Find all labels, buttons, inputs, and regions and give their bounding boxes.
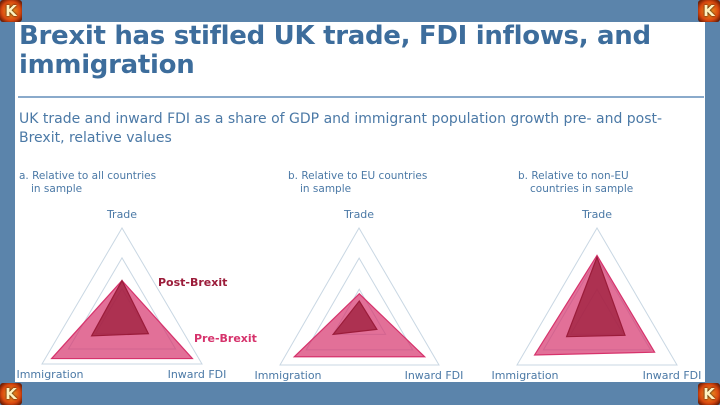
axis-label-trade: Trade: [343, 208, 374, 221]
logo-bottom-left: K: [0, 383, 22, 405]
series-post-brexit: [565, 255, 626, 338]
panel-c-title: b. Relative to non-EU countries in sample: [518, 170, 634, 195]
grid-ring: [516, 227, 678, 366]
panel-b-title: b. Relative to EU countries in sample: [288, 170, 428, 195]
series-post-brexit: [331, 300, 378, 336]
radar-chart-1: Trade Immigration Inward FDI: [254, 208, 463, 382]
axis-label-inward-fdi: Inward FDI: [643, 369, 702, 382]
axis-label-immigration: Immigration: [254, 369, 321, 382]
legend-post-brexit: Post-Brexit: [158, 276, 227, 289]
legend-pre-brexit: Pre-Brexit: [194, 332, 257, 345]
radar-chart-0: Trade Immigration Inward FDI: [16, 208, 226, 381]
axis-label-trade: Trade: [106, 208, 137, 221]
axis-label-inward-fdi: Inward FDI: [168, 368, 227, 381]
logo-top-right: K: [698, 0, 720, 22]
grid-ring: [279, 227, 440, 366]
axis-label-immigration: Immigration: [491, 369, 558, 382]
subtitle: UK trade and inward FDI as a share of GD…: [19, 111, 663, 146]
logo-top-left: K: [0, 0, 22, 22]
axis-label-trade: Trade: [581, 208, 612, 221]
logo-bottom-right: K: [698, 383, 720, 405]
radar-chart-2: Trade Immigration Inward FDI: [491, 208, 701, 382]
panel-a-title: a. Relative to all countries in sample: [19, 170, 157, 195]
axis-label-immigration: Immigration: [16, 368, 83, 381]
grid-ring: [41, 227, 203, 365]
page-title: Brexit has stifled UK trade, FDI inflows…: [19, 21, 651, 81]
axis-label-inward-fdi: Inward FDI: [405, 369, 464, 382]
series-post-brexit: [90, 279, 150, 337]
divider: [18, 96, 704, 98]
